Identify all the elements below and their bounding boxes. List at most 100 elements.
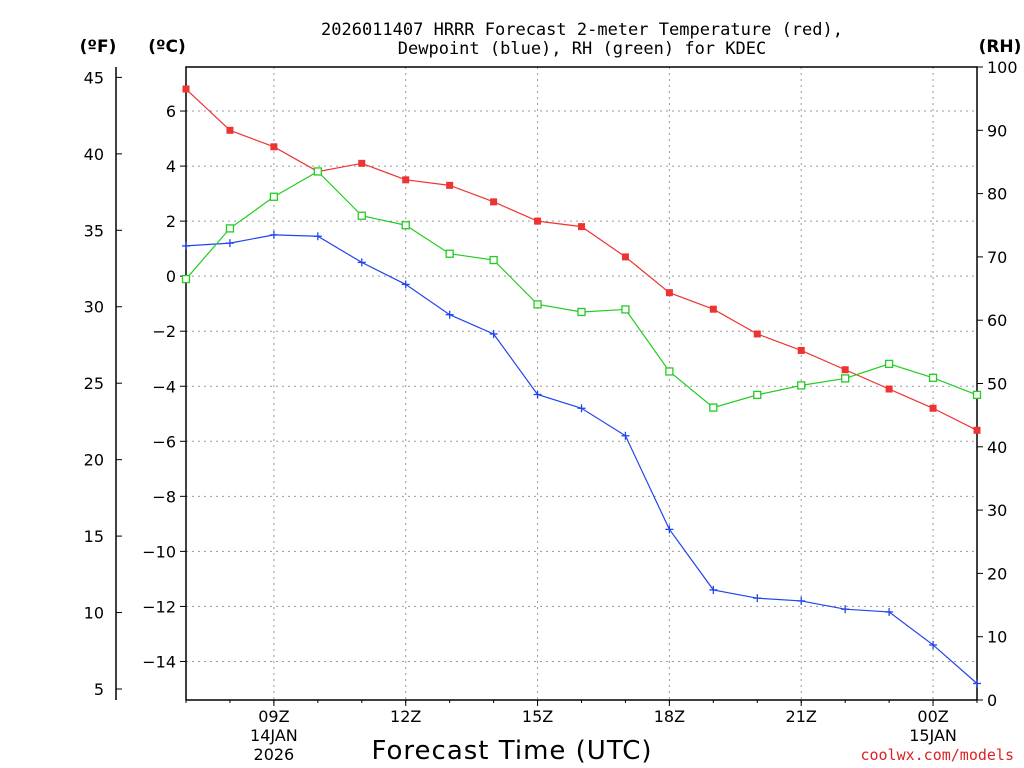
rh-line [185,170,978,409]
celsius-tick-label: 0 [166,267,176,286]
fahrenheit-tick-label: 45 [84,68,104,87]
celsius-tick-label: −2 [152,322,176,341]
credit-text: coolwx.com/models [860,746,1014,764]
rh-marker [357,211,366,220]
dewpoint-marker [313,232,322,241]
dewpoint-marker [401,280,410,289]
fahrenheit-tick-label: 20 [84,451,104,470]
rh-marker [489,255,498,265]
dewpoint-marker [885,607,894,616]
fahrenheit-tick-label: 40 [84,145,104,164]
celsius-tick-label: −4 [152,377,176,396]
fahrenheit-tick-label: 15 [84,527,104,546]
dewpoint-marker [797,596,806,605]
temperature-marker [534,217,542,225]
plot-frame [185,66,978,701]
dewpoint-line [185,234,978,684]
dewpoint-marker [225,239,234,248]
rh-tick-label: 10 [987,628,1007,647]
x-tick-label: 15Z [522,707,553,726]
dewpoint-marker [841,605,850,614]
dewpoint-marker [709,585,718,594]
dewpoint-marker [621,431,630,440]
rh-tick-label: 80 [987,185,1007,204]
celsius-tick-label: −12 [142,597,176,616]
rh-marker [665,367,674,376]
data-series [181,85,982,688]
rh-marker [181,274,191,284]
dewpoint-marker [269,230,278,239]
temperature-marker [358,159,366,167]
rh-tick-label: 40 [987,438,1007,457]
rh-marker [884,359,894,369]
grid-lines [186,67,977,700]
dewpoint-marker [489,329,498,338]
fahrenheit-tick-label: 10 [84,604,104,623]
x-tick-label: 00Z [917,707,948,726]
rh-marker [621,305,630,314]
rh-tick-label: 60 [987,311,1007,330]
rh-marker [445,249,454,258]
celsius-tick-label: −6 [152,432,176,451]
rh-marker [841,374,850,383]
dewpoint-marker [182,241,190,250]
rh-marker [972,390,982,400]
rh-marker [577,307,586,317]
x-tick-sublabel: 2026 [254,745,295,764]
fahrenheit-tick-label: 5 [94,680,104,699]
temperature-marker [753,330,761,338]
temperature-marker [490,198,498,206]
x-tick-label: 09Z [258,707,289,726]
temperature-line [185,88,978,431]
chart-title-line-2: Dewpoint (blue), RH (green) for KDEC [398,39,766,59]
rh-marker [401,221,410,230]
dewpoint-marker [445,310,454,319]
rh-marker [269,192,279,201]
fahrenheit-tick-label: 30 [84,298,104,317]
rh-tick-label: 70 [987,248,1007,267]
temperature-marker [885,385,893,393]
temperature-marker [578,223,585,231]
temperature-marker [709,305,717,313]
rh-marker [753,390,762,400]
temperature-marker [226,126,234,134]
rh-marker [533,300,542,309]
temperature-marker [929,404,937,412]
rh-marker [313,167,322,176]
temperature-marker [973,426,981,434]
celsius-tick-label: 4 [166,157,176,176]
rh-marker [225,224,235,233]
rh-marker [797,381,806,390]
temperature-marker [270,143,278,151]
x-tick-label: 18Z [654,707,685,726]
dewpoint-marker [753,594,762,603]
rh-tick-label: 30 [987,501,1007,520]
axes [115,66,983,706]
rh-tick-label: 50 [987,375,1007,394]
celsius-tick-label: −14 [142,652,176,671]
temperature-marker [446,181,454,189]
celsius-tick-label: −10 [142,542,176,561]
fahrenheit-tick-label: 35 [84,221,104,240]
dewpoint-marker [533,390,542,399]
x-tick-sublabel: 14JAN [250,726,298,745]
rh-axis-unit: (RH) [979,37,1022,57]
fahrenheit-tick-label: 25 [84,374,104,393]
chart-title-line-1: 2026011407 HRRR Forecast 2-meter Tempera… [321,20,843,40]
celsius-tick-label: −8 [152,487,176,506]
x-tick-label: 12Z [390,707,421,726]
temperature-marker [797,346,805,354]
rh-tick-label: 20 [987,564,1007,583]
x-tick-sublabel: 15JAN [909,726,957,745]
temperature-marker [665,289,673,297]
dewpoint-marker [929,640,938,649]
x-tick-label: 21Z [786,707,817,726]
x-axis-label: Forecast Time (UTC) [371,736,652,766]
dewpoint-marker [665,525,674,534]
celsius-tick-label: 2 [166,212,176,231]
rh-marker [709,403,718,412]
rh-tick-label: 0 [987,691,997,710]
celsius-tick-label: 6 [166,102,176,121]
